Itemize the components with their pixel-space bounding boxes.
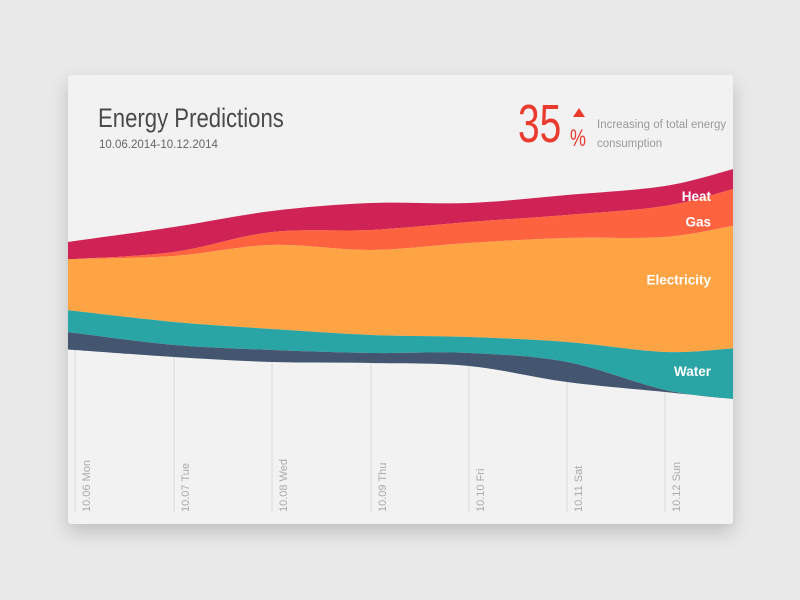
series-electricity-area xyxy=(68,225,733,353)
series-base-area xyxy=(68,332,733,399)
date-range: 10.06.2014-10.12.2014 xyxy=(99,139,218,151)
x-tick-label: 10.09 Thu xyxy=(377,463,389,512)
kpi-unit: % xyxy=(570,125,587,152)
x-tick-label: 10.10 Fri xyxy=(475,469,487,512)
series-water-area xyxy=(68,310,733,399)
trend-up-icon xyxy=(573,108,585,117)
x-tick-label: 10.07 Tue xyxy=(180,463,192,512)
series-heat-area xyxy=(68,169,733,260)
x-tick-label: 10.08 Wed xyxy=(278,459,290,512)
x-tick-label: 10.12 Sun xyxy=(671,462,683,512)
x-tick-label: 10.11 Sat xyxy=(573,466,585,512)
series-label: Water xyxy=(674,364,712,379)
series-label: Gas xyxy=(685,215,711,230)
chart-card: Energy Predictions 10.06.2014-10.12.2014… xyxy=(68,75,733,524)
kpi-value: 35 xyxy=(518,94,562,154)
series-label: Electricity xyxy=(646,273,711,288)
x-tick-label: 10.06 Mon xyxy=(81,460,93,512)
streamgraph: 10.06 Mon 10.07 Tue 10.08 Wed 10.09 Thu 10.1… xyxy=(68,169,733,512)
kpi-description: Increasing of total energy consumption xyxy=(597,119,727,150)
chart-title: Energy Predictions xyxy=(98,103,284,133)
series-label: Heat xyxy=(682,189,712,204)
series-gas-area xyxy=(68,189,733,260)
